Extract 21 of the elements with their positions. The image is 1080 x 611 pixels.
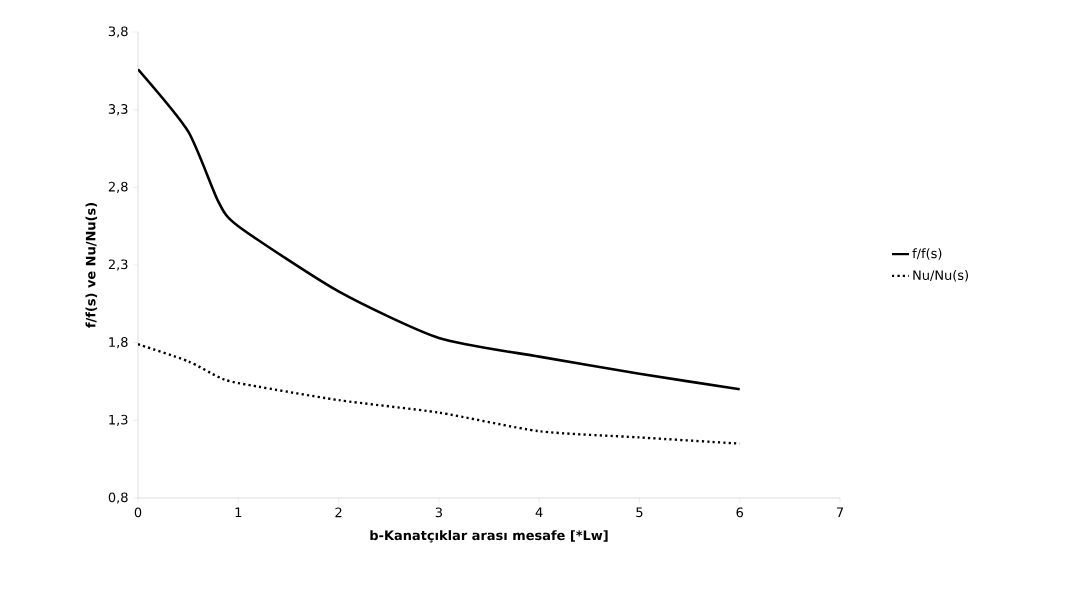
legend-label: Nu/Nu(s): [913, 269, 969, 282]
y-tick-label: 1,3: [109, 414, 128, 426]
y-tick-label: 2,8: [108, 181, 128, 193]
y-tick-label: 1,8: [109, 337, 128, 349]
y-tick-label: 0,8: [108, 492, 128, 504]
y-tick-label: 3,3: [108, 104, 128, 116]
x-tick-label: 5: [636, 507, 643, 518]
line-series: [138, 343, 741, 445]
y-tick-label: 2,3: [108, 259, 128, 271]
x-tick-label: 6: [736, 507, 744, 518]
y-tick-label: 3,8: [108, 26, 128, 38]
x-tick-label: 0: [134, 507, 142, 518]
x-tick-label: 2: [335, 507, 342, 518]
line-series: [138, 67, 742, 391]
legend-label: f/f(s): [912, 248, 942, 260]
x-tick-label: 1: [235, 507, 242, 517]
y-axis-title: f/f(s) ve Nu/Nu(s): [85, 203, 98, 328]
x-tick-label: 3: [435, 507, 442, 518]
x-axis-title: b-Kanatçıklar arası mesafe [*Lw]: [370, 530, 608, 543]
x-tick-label: 4: [535, 507, 543, 517]
x-tick-label: 7: [836, 507, 844, 517]
